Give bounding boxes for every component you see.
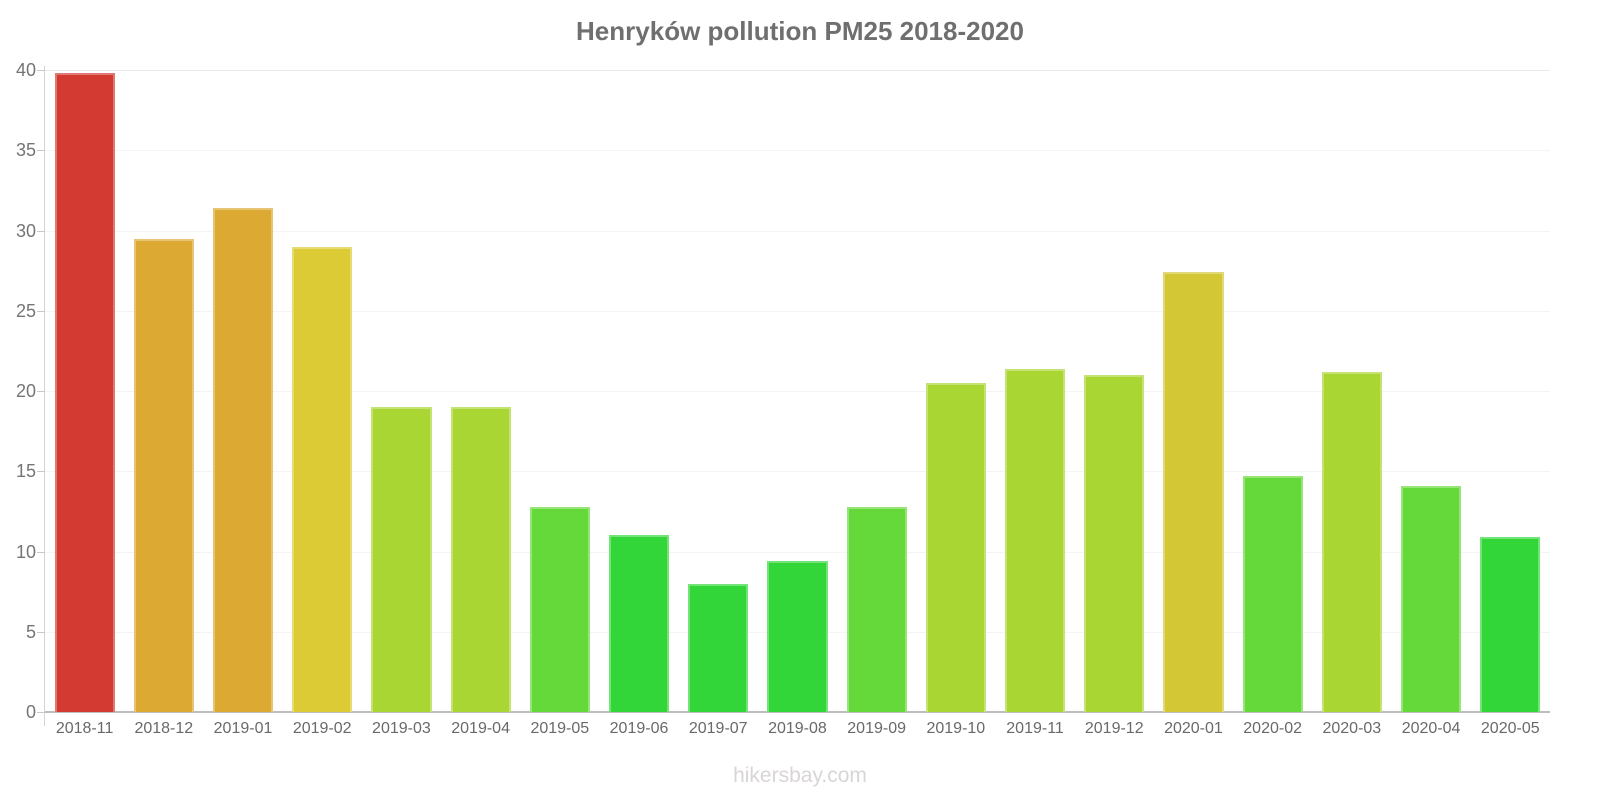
x-axis-label-2019-09: 2019-09 bbox=[847, 720, 906, 737]
bar-slot-2019-01 bbox=[203, 70, 282, 712]
bar-2019-01[interactable] bbox=[212, 208, 274, 712]
x-axis-label-2020-04: 2020-04 bbox=[1401, 720, 1461, 737]
bar-2020-02[interactable] bbox=[1242, 476, 1303, 712]
x-axis-label-2019-11: 2019-11 bbox=[1006, 720, 1064, 737]
y-axis-label-40: 40 bbox=[15, 60, 36, 80]
bar-2018-12[interactable] bbox=[133, 238, 194, 712]
bar-slot-2018-11 bbox=[45, 70, 124, 712]
y-axis-label-15: 15 bbox=[15, 461, 36, 482]
y-axis-label-10: 10 bbox=[15, 541, 36, 562]
bar-2019-11[interactable] bbox=[1004, 368, 1066, 712]
bar-2019-03[interactable] bbox=[371, 407, 432, 712]
gridline-10 bbox=[45, 551, 1550, 553]
gridline-35 bbox=[45, 150, 1550, 152]
bar-2019-04[interactable] bbox=[450, 407, 511, 712]
y-axis-label-35: 35 bbox=[15, 140, 36, 161]
x-axis-label-2019-05: 2019-05 bbox=[530, 720, 590, 737]
bar-2019-12[interactable] bbox=[1084, 374, 1145, 712]
bar-2019-02[interactable] bbox=[292, 246, 353, 712]
y-axis-label-5: 5 bbox=[25, 621, 36, 642]
x-axis-label-2020-01: 2020-01 bbox=[1164, 720, 1223, 737]
bar-2020-05[interactable] bbox=[1480, 537, 1541, 712]
y-tick-25 bbox=[37, 310, 45, 312]
x-axis-label-2019-10: 2019-10 bbox=[926, 720, 986, 737]
bar-2019-08[interactable] bbox=[767, 561, 828, 712]
y-axis-label-30: 30 bbox=[15, 220, 36, 241]
x-axis-label-2019-06: 2019-06 bbox=[609, 720, 669, 737]
y-axis-line bbox=[44, 66, 45, 726]
y-tick-35 bbox=[37, 150, 45, 152]
x-axis-label-2018-12: 2018-12 bbox=[134, 720, 194, 737]
bar-slot-2019-06 bbox=[599, 70, 678, 712]
chart-title: Henryków pollution PM25 2018-2020 bbox=[576, 16, 1024, 46]
x-axis-label-2020-02: 2020-02 bbox=[1243, 720, 1302, 737]
bar-2018-11[interactable] bbox=[54, 73, 115, 712]
bar-2019-07[interactable] bbox=[688, 583, 749, 712]
bar-2019-06[interactable] bbox=[608, 535, 670, 712]
bar-2020-01[interactable] bbox=[1163, 272, 1224, 712]
bar-slot-2020-01 bbox=[1154, 70, 1233, 712]
x-axis-label-2019-03: 2019-03 bbox=[372, 720, 431, 737]
bars-row bbox=[45, 70, 1550, 712]
bar-slot-2019-07 bbox=[679, 70, 758, 712]
bar-slot-2019-04 bbox=[441, 70, 520, 712]
y-tick-20 bbox=[37, 391, 45, 392]
y-tick-5 bbox=[37, 631, 45, 633]
bar-2019-05[interactable] bbox=[529, 506, 590, 712]
bar-slot-2020-03 bbox=[1312, 70, 1391, 712]
x-axis-label-2019-04: 2019-04 bbox=[451, 720, 510, 737]
bar-slot-2019-09 bbox=[837, 70, 916, 712]
bar-slot-2019-08 bbox=[758, 70, 837, 712]
gridline-15 bbox=[45, 471, 1550, 473]
y-axis-label-0: 0 bbox=[25, 702, 36, 722]
bar-2019-09[interactable] bbox=[846, 506, 907, 712]
watermark: hikersbay.com bbox=[733, 764, 867, 787]
bar-slot-2019-11 bbox=[995, 70, 1074, 712]
bar-slot-2019-05 bbox=[520, 70, 599, 712]
bar-slot-2019-10 bbox=[916, 70, 995, 712]
x-axis-line bbox=[45, 711, 1550, 713]
bar-slot-2019-12 bbox=[1075, 70, 1154, 712]
x-axis-label-2019-02: 2019-02 bbox=[292, 720, 352, 737]
y-tick-10 bbox=[37, 551, 45, 553]
y-tick-40 bbox=[37, 70, 45, 71]
x-axis-label-2019-01: 2019-01 bbox=[213, 720, 273, 737]
gridline-40 bbox=[45, 70, 1550, 71]
bar-2020-04[interactable] bbox=[1400, 485, 1462, 712]
x-axis-labels: 2018-11 2018-12 2019-01 2019-02 2019-03 2019-… bbox=[45, 720, 1550, 738]
bar-slot-2020-02 bbox=[1233, 70, 1312, 712]
bar-slot-2020-04 bbox=[1391, 70, 1470, 712]
x-axis-label-2020-03: 2020-03 bbox=[1322, 720, 1382, 737]
x-axis-label-2019-08: 2019-08 bbox=[768, 720, 827, 737]
bar-slot-2019-03 bbox=[362, 70, 441, 712]
gridline-20 bbox=[45, 391, 1550, 392]
y-tick-30 bbox=[37, 230, 45, 232]
x-axis-label-2019-12: 2019-12 bbox=[1084, 720, 1144, 737]
y-tick-15 bbox=[37, 471, 45, 473]
bar-slot-2020-05 bbox=[1471, 70, 1550, 712]
gridline-30 bbox=[45, 230, 1550, 232]
y-axis-label-20: 20 bbox=[15, 381, 36, 401]
bar-2020-03[interactable] bbox=[1321, 371, 1382, 712]
gridline-25 bbox=[45, 310, 1550, 312]
bar-slot-2019-02 bbox=[283, 70, 362, 712]
x-axis-label-2020-05: 2020-05 bbox=[1480, 720, 1540, 737]
y-axis-label-25: 25 bbox=[15, 300, 36, 321]
bar-slot-2018-12 bbox=[124, 70, 203, 712]
bar-2019-10[interactable] bbox=[925, 382, 986, 712]
y-tick-0 bbox=[37, 712, 45, 713]
plot-area: 0 5 10 15 20 25 30 35 40 2018-11 2018-12 2019-01 20… bbox=[16, 61, 1550, 737]
x-axis-label-2019-07: 2019-07 bbox=[688, 720, 748, 737]
x-axis-label-2018-11: 2018-11 bbox=[55, 720, 114, 737]
